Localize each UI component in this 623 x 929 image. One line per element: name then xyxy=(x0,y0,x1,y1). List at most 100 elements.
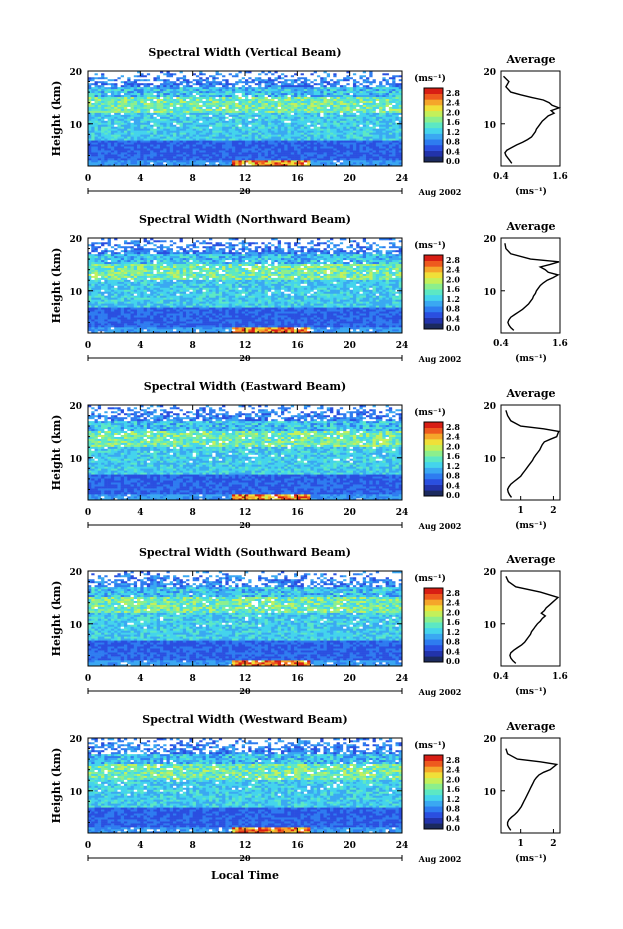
heatmap-cell xyxy=(238,148,242,150)
heatmap-cell xyxy=(238,93,242,95)
heatmap-cell xyxy=(206,122,210,124)
heatmap-cell xyxy=(216,136,220,138)
heatmap-cell xyxy=(274,329,278,331)
heatmap-cell xyxy=(356,79,360,81)
heatmap-cell xyxy=(373,85,377,87)
heatmap-cell xyxy=(258,160,262,162)
heatmap-cell xyxy=(333,150,337,152)
heatmap-cell xyxy=(252,136,256,138)
heatmap-cell xyxy=(379,87,383,89)
heatmap-cell xyxy=(121,138,125,140)
heatmap-cell xyxy=(376,329,380,331)
heatmap-cell xyxy=(114,138,118,140)
heatmap-cell xyxy=(274,83,278,85)
heatmap-cell xyxy=(95,101,99,103)
heatmap-cell xyxy=(134,75,138,77)
heatmap-cell xyxy=(121,91,125,93)
heatmap-cell xyxy=(274,107,278,109)
heatmap-cell xyxy=(193,132,197,134)
heatmap-cell xyxy=(173,158,177,160)
heatmap-cell xyxy=(324,79,328,81)
heatmap-cell xyxy=(173,111,177,113)
heatmap-cell xyxy=(216,126,220,128)
heatmap-cell xyxy=(245,142,249,144)
heatmap-cell xyxy=(150,77,154,79)
heatmap-cell xyxy=(193,97,197,99)
heatmap-cell xyxy=(209,128,213,130)
heatmap-cell xyxy=(222,97,226,99)
heatmap-cell xyxy=(144,89,148,91)
heatmap-cell xyxy=(346,77,350,79)
heatmap-cell xyxy=(114,111,118,113)
heatmap-cell xyxy=(304,77,308,79)
heatmap-cell xyxy=(307,81,311,83)
heatmap-cell xyxy=(320,83,324,85)
heatmap-cell xyxy=(301,154,305,156)
heatmap-cell xyxy=(137,126,141,128)
heatmap-cell xyxy=(373,115,377,117)
heatmap-cell xyxy=(186,81,190,83)
heatmap-cell xyxy=(229,105,233,107)
heatmap-cell xyxy=(310,111,314,113)
heatmap-cell xyxy=(265,101,269,103)
heatmap-cell xyxy=(189,150,193,152)
heatmap-cell xyxy=(88,95,92,97)
heatmap-cell xyxy=(153,111,157,113)
heatmap-cell xyxy=(108,124,112,126)
heatmap-cell xyxy=(248,126,252,128)
heatmap-cell xyxy=(291,329,295,331)
heatmap-cell xyxy=(114,120,118,122)
heatmap-cell xyxy=(108,101,112,103)
heatmap-cell xyxy=(88,115,92,117)
heatmap-cell xyxy=(209,122,213,124)
heatmap-cell xyxy=(288,91,292,93)
colorbar-swatch xyxy=(424,134,443,140)
heatmap-cell xyxy=(304,111,308,113)
heatmap-cell xyxy=(330,85,334,87)
heatmap-cell xyxy=(206,83,210,85)
heatmap-cell xyxy=(330,117,334,119)
heatmap-cell xyxy=(199,87,203,89)
heatmap-cell xyxy=(337,140,341,142)
heatmap-cell xyxy=(359,144,363,146)
heatmap-cell xyxy=(340,79,344,81)
heatmap-cell xyxy=(337,136,341,138)
heatmap-cell xyxy=(150,142,154,144)
heatmap-cell xyxy=(176,152,180,154)
heatmap-cell xyxy=(242,152,246,154)
heatmap-cell xyxy=(160,95,164,97)
heatmap-cell xyxy=(268,134,272,136)
heatmap-cell xyxy=(327,134,331,136)
heatmap-cell xyxy=(242,91,246,93)
heatmap-cell xyxy=(180,132,184,134)
heatmap-cell xyxy=(202,128,206,130)
heatmap-cell xyxy=(350,83,354,85)
heatmap-cell xyxy=(114,115,118,117)
heatmap-cell xyxy=(216,148,220,150)
heatmap-cell xyxy=(294,146,298,148)
heatmap-cell xyxy=(386,132,390,134)
heatmap-cell xyxy=(121,97,125,99)
heatmap-cell xyxy=(314,73,318,75)
heatmap-cell xyxy=(343,105,347,107)
heatmap-cell xyxy=(327,124,331,126)
heatmap-cell xyxy=(173,132,177,134)
heatmap-cell xyxy=(330,115,334,117)
heatmap-cell xyxy=(320,140,324,142)
heatmap-cell xyxy=(284,160,288,162)
heatmap-cell xyxy=(117,158,121,160)
heatmap-cell xyxy=(199,99,203,101)
heatmap-cell xyxy=(186,99,190,101)
heatmap-cell xyxy=(291,95,295,97)
heatmap-cell xyxy=(91,144,95,146)
heatmap-cell xyxy=(389,73,393,75)
heatmap-cell xyxy=(225,75,229,77)
heatmap-cell xyxy=(369,327,373,329)
heatmap-cell xyxy=(359,75,363,77)
heatmap-cell xyxy=(327,146,331,148)
heatmap-cell xyxy=(343,87,347,89)
heatmap-cell xyxy=(248,128,252,130)
heatmap-cell xyxy=(310,329,314,331)
heatmap-cell xyxy=(206,160,210,162)
heatmap-cell xyxy=(183,148,187,150)
